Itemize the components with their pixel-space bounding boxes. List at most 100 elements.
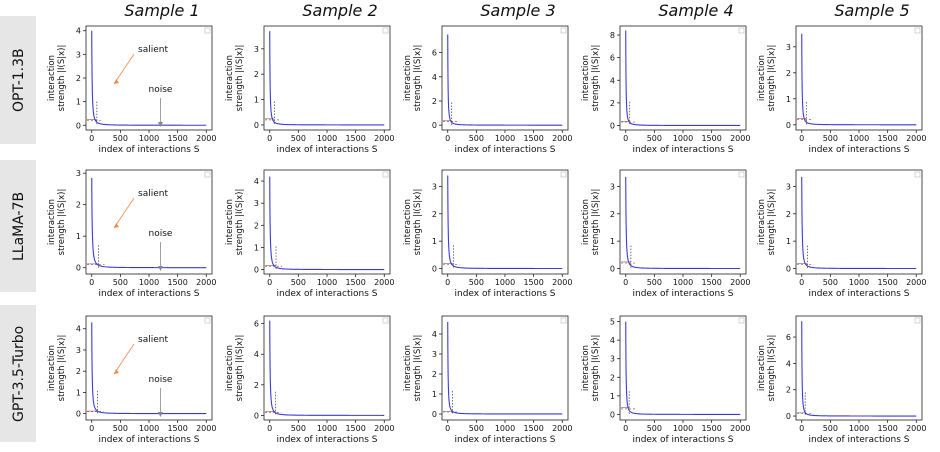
x-tick-label: 500 bbox=[291, 134, 306, 143]
y-axis-label: interactionstrength |I(S|x)| bbox=[757, 45, 777, 112]
y-tick-label: 2 bbox=[76, 367, 81, 376]
y-tick-label: 0 bbox=[786, 121, 791, 130]
x-axis-label: index of interactions S bbox=[633, 435, 734, 445]
x-tick-label: 2000 bbox=[196, 134, 216, 143]
x-tick-label: 500 bbox=[823, 278, 838, 287]
y-axis-label-line: interaction bbox=[47, 55, 57, 101]
x-tick-label: 500 bbox=[647, 278, 662, 287]
y-axis-label: interactionstrength |I(S|x)| bbox=[403, 189, 423, 256]
y-axis-label: interactionstrength |I(S|x)| bbox=[581, 335, 601, 402]
y-axis-label: interactionstrength |I(S|x)| bbox=[47, 45, 67, 112]
y-axis-label-line: strength |I(S|x)| bbox=[413, 45, 423, 112]
y-tick-label: 4 bbox=[432, 73, 437, 82]
x-tick-label: 500 bbox=[469, 134, 484, 143]
y-axis-label: interactionstrength |I(S|x)| bbox=[403, 45, 423, 112]
y-tick-label: 0 bbox=[432, 121, 437, 130]
y-tick-label: 2 bbox=[254, 221, 259, 230]
chart-panel: 0 500 1000 1500 2000 0 2 4 6 index of interaction… bbox=[225, 315, 394, 445]
row-label: LLaMA-7B bbox=[11, 191, 27, 261]
x-tick-label: 2000 bbox=[374, 278, 394, 287]
y-axis-label: interactionstrength |I(S|x)| bbox=[757, 335, 777, 402]
y-tick-label: 0 bbox=[432, 410, 437, 419]
legend-box bbox=[204, 171, 211, 178]
chart-panel: 0 500 1000 1500 2000 0 1 2 3 index of interaction… bbox=[757, 169, 926, 299]
y-tick-label: 2 bbox=[610, 210, 615, 219]
y-axis-label: interactionstrength |I(S|x)| bbox=[581, 189, 601, 256]
salient-arrow bbox=[113, 343, 135, 375]
x-tick-label: 1000 bbox=[139, 134, 159, 143]
y-tick-label: 2 bbox=[76, 201, 81, 210]
y-tick-label: 0 bbox=[76, 410, 81, 419]
y-tick-label: 1 bbox=[786, 237, 791, 246]
y-axis-label-line: interaction bbox=[757, 55, 767, 101]
y-axis-label-line: strength |I(S|x)| bbox=[591, 335, 601, 402]
x-tick-label: 1000 bbox=[849, 278, 869, 287]
y-tick-label: 3 bbox=[786, 43, 791, 52]
x-tick-label: 500 bbox=[291, 278, 306, 287]
x-tick-label: 0 bbox=[89, 278, 94, 287]
x-axis-label: index of interactions S bbox=[809, 145, 910, 155]
y-tick-label: 0 bbox=[610, 265, 615, 274]
chart-panel: 0 500 1000 1500 2000 0 2 4 6 8 index of interactio… bbox=[581, 25, 750, 155]
chart-panel: 0 500 1000 1500 2000 0 1 2 3 4 5 index of interacti… bbox=[581, 315, 750, 445]
noise-annotation: noise bbox=[148, 375, 172, 385]
y-tick-label: 2 bbox=[786, 69, 791, 78]
legend-box bbox=[560, 317, 567, 324]
y-tick-label: 0 bbox=[76, 264, 81, 273]
y-tick-label: 6 bbox=[254, 320, 259, 329]
y-tick-label: 1 bbox=[786, 95, 791, 104]
y-axis-label: interactionstrength |I(S|x)| bbox=[47, 189, 67, 256]
row-label-band bbox=[0, 305, 36, 442]
series-line bbox=[447, 34, 563, 126]
y-tick-label: 3 bbox=[432, 350, 437, 359]
x-axis-label: index of interactions S bbox=[633, 145, 734, 155]
x-tick-label: 1500 bbox=[345, 278, 365, 287]
y-axis-label-line: strength |I(S|x)| bbox=[57, 45, 67, 112]
salient-arrowhead bbox=[114, 79, 119, 84]
x-axis-label: index of interactions S bbox=[455, 145, 556, 155]
y-axis-label: interactionstrength |I(S|x)| bbox=[403, 335, 423, 402]
x-tick-label: 1000 bbox=[673, 424, 693, 433]
chart-panel: 0 500 1000 1500 2000 0 2 4 6 index of interaction… bbox=[403, 25, 572, 155]
chart-panel: 0 500 1000 1500 2000 0 1 2 3 4 index of interactio… bbox=[225, 169, 394, 299]
chart-panel: 0 500 1000 1500 2000 0 1 2 3 index of interaction… bbox=[47, 169, 216, 299]
salient-arrow bbox=[113, 53, 135, 85]
legend-box bbox=[560, 27, 567, 34]
salient-annotation: salient bbox=[138, 189, 168, 199]
y-tick-label: 3 bbox=[76, 346, 81, 355]
x-tick-label: 1500 bbox=[877, 424, 897, 433]
salient-arrowhead bbox=[114, 223, 119, 228]
column-title: Sample 2 bbox=[302, 1, 378, 20]
y-tick-label: 2 bbox=[786, 386, 791, 395]
noise-annotation: noise bbox=[148, 229, 172, 239]
x-tick-label: 1500 bbox=[701, 278, 721, 287]
y-tick-label: 2 bbox=[432, 210, 437, 219]
x-axis-label: index of interactions S bbox=[633, 289, 734, 299]
x-tick-label: 500 bbox=[469, 424, 484, 433]
y-tick-label: 3 bbox=[610, 182, 615, 191]
salient-annotation: salient bbox=[138, 45, 168, 55]
x-tick-label: 0 bbox=[89, 134, 94, 143]
x-tick-label: 1000 bbox=[317, 424, 337, 433]
series-line bbox=[625, 321, 741, 415]
y-axis-label-line: interaction bbox=[581, 55, 591, 101]
y-tick-label: 4 bbox=[610, 76, 615, 85]
y-tick-label: 1 bbox=[254, 96, 259, 105]
x-tick-label: 1500 bbox=[523, 134, 543, 143]
legend-box bbox=[382, 171, 389, 178]
y-tick-label: 0 bbox=[432, 265, 437, 274]
plot-frame bbox=[263, 25, 391, 131]
y-tick-label: 1 bbox=[76, 98, 81, 107]
x-axis-label: index of interactions S bbox=[809, 289, 910, 299]
chart-panel: 0 500 1000 1500 2000 0 1 2 3 4 index of interactio… bbox=[403, 315, 572, 445]
row-label-band bbox=[0, 16, 36, 144]
y-axis-label: interactionstrength |I(S|x)| bbox=[225, 189, 245, 256]
chart-panel: 0 500 1000 1500 2000 0 1 2 3 index of interaction… bbox=[403, 169, 572, 299]
y-axis-label-line: interaction bbox=[47, 345, 57, 391]
y-tick-label: 2 bbox=[786, 210, 791, 219]
series-line bbox=[91, 322, 207, 415]
x-tick-label: 500 bbox=[113, 278, 128, 287]
x-axis-label: index of interactions S bbox=[277, 145, 378, 155]
y-axis-label-line: strength |I(S|x)| bbox=[57, 335, 67, 402]
y-tick-label: 0 bbox=[786, 412, 791, 421]
